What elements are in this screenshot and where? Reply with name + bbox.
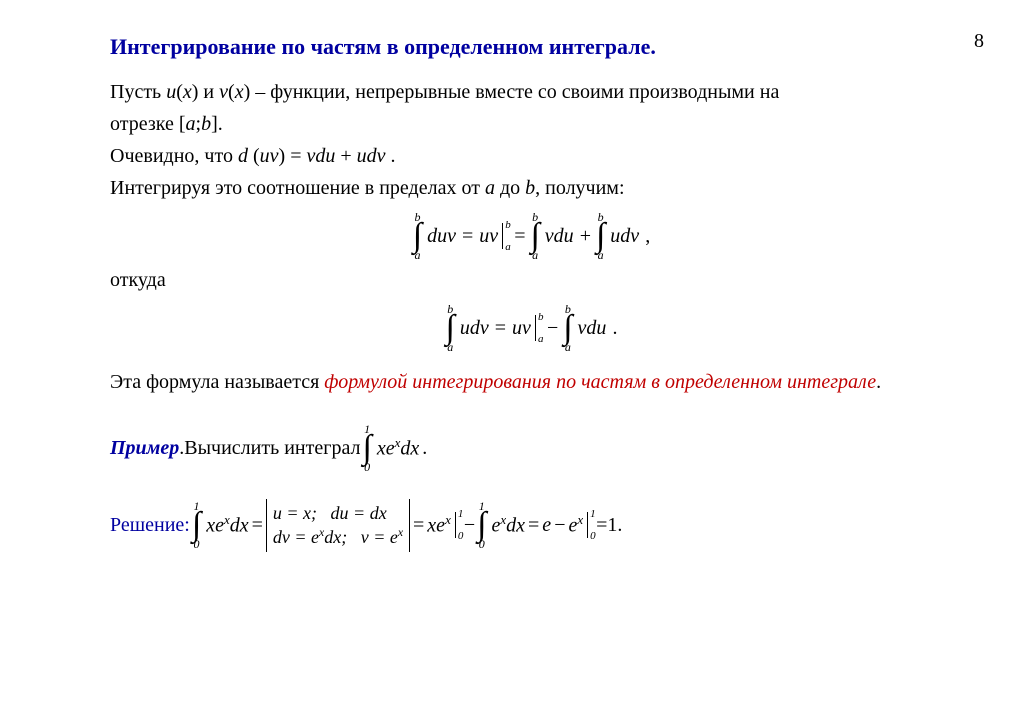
result: 1.	[607, 510, 622, 540]
dot: .	[386, 145, 396, 167]
text: – функции, непрерывные вместе со своими …	[250, 81, 779, 103]
term: uv	[509, 313, 534, 343]
eq-sign: =	[252, 510, 263, 540]
comma: ,	[642, 221, 653, 251]
page-number: 8	[974, 30, 984, 53]
text: Пусть	[110, 81, 166, 103]
eq-sign: =	[413, 510, 424, 540]
evaluation-bar: ba	[535, 315, 536, 341]
bracket: [	[179, 113, 186, 135]
term: vdu	[575, 313, 610, 343]
intro-line-2: отрезке [a;b].	[110, 109, 954, 139]
term: uv	[476, 221, 501, 251]
eq-sign: =	[492, 313, 509, 343]
plus: +	[335, 145, 356, 167]
var-b: b	[525, 177, 535, 199]
var-x: x	[235, 81, 244, 103]
integral-icon: 1∫0	[363, 423, 372, 473]
bracket: ]	[211, 113, 218, 135]
formula-name-line: Эта формула называется формулой интегрир…	[110, 367, 954, 397]
term: e	[539, 510, 554, 540]
text: Эта формула называется	[110, 371, 324, 393]
term: xexdx	[374, 433, 422, 464]
dot: .	[876, 371, 881, 393]
uv: uv	[260, 145, 279, 167]
integral-icon: b∫a	[413, 211, 422, 261]
term: duv	[424, 221, 459, 251]
integral-icon: b∫a	[530, 211, 539, 261]
udv: udv	[357, 145, 386, 167]
eq-sign: =	[528, 510, 539, 540]
var-x: x	[183, 81, 192, 103]
minus: −	[544, 313, 561, 343]
term: xex	[424, 510, 454, 541]
var-a: a	[186, 113, 196, 135]
evaluation-bar: ba	[502, 223, 503, 249]
equation-1: b∫a duv = uv ba = b∫a vdu + b∫a udv ,	[110, 211, 954, 261]
text: и	[198, 81, 219, 103]
dot: .	[218, 113, 223, 135]
d: d	[238, 145, 253, 167]
eq-sign: =	[511, 221, 528, 251]
eq-sign: =	[459, 221, 476, 251]
integral-icon: b∫a	[596, 211, 605, 261]
text: Очевидно, что	[110, 145, 238, 167]
whence: откуда	[110, 265, 954, 295]
minus: −	[554, 510, 565, 540]
integral-icon: b∫a	[563, 303, 572, 353]
plus: +	[577, 221, 594, 251]
example-line: Пример. Вычислить интеграл 1∫0 xexdx .	[110, 423, 954, 473]
integral-icon: 1∫0	[477, 500, 486, 550]
intro-line-1: Пусть u(x) и v(x) – функции, непрерывные…	[110, 77, 954, 107]
integral-icon: 1∫0	[192, 500, 201, 550]
solution-line: Решение: 1∫0 xexdx = u = x; du = dx dv =…	[110, 499, 954, 552]
integral-icon: b∫a	[446, 303, 455, 353]
var-u: u	[166, 81, 176, 103]
dot: .	[609, 313, 620, 343]
var-a: a	[485, 177, 495, 199]
page-title: Интегрирование по частям в определенном …	[110, 30, 954, 63]
evaluation-bar: 10	[455, 512, 456, 538]
eq-sign: =	[596, 510, 607, 540]
eq: =	[285, 145, 306, 167]
paren: (	[176, 81, 183, 103]
text: Интегрируя это соотношение в пределах от	[110, 177, 485, 199]
term: exdx	[488, 510, 528, 541]
term: ex	[565, 510, 586, 541]
example-label: Пример	[110, 433, 179, 463]
text: до	[495, 177, 525, 199]
formula-name: формулой интегрирования по частям в опре…	[324, 371, 876, 393]
term: xexdx	[203, 510, 251, 541]
vdu: vdu	[306, 145, 335, 167]
text: отрезке	[110, 113, 179, 135]
text: Вычислить интеграл	[184, 433, 360, 463]
solution-label: Решение:	[110, 510, 190, 540]
dot: .	[422, 433, 427, 463]
equation-2: b∫a udv = uv ba − b∫a vdu .	[110, 303, 954, 353]
var-v: v	[219, 81, 228, 103]
term: udv	[607, 221, 642, 251]
term: vdu	[542, 221, 577, 251]
page-content: Интегрирование по частям в определенном …	[0, 0, 1024, 584]
intro-line-4: Интегрируя это соотношение в пределах от…	[110, 173, 954, 203]
substitution-matrix: u = x; du = dx dv = exdx; v = ex	[266, 499, 410, 552]
term: udv	[457, 313, 492, 343]
var-b: b	[201, 113, 211, 135]
paren: (	[228, 81, 235, 103]
paren: (	[253, 145, 260, 167]
evaluation-bar: 10	[587, 512, 588, 538]
minus: −	[464, 510, 475, 540]
intro-line-3: Очевидно, что d (uv) = vdu + udv .	[110, 141, 954, 171]
text: , получим:	[535, 177, 624, 199]
